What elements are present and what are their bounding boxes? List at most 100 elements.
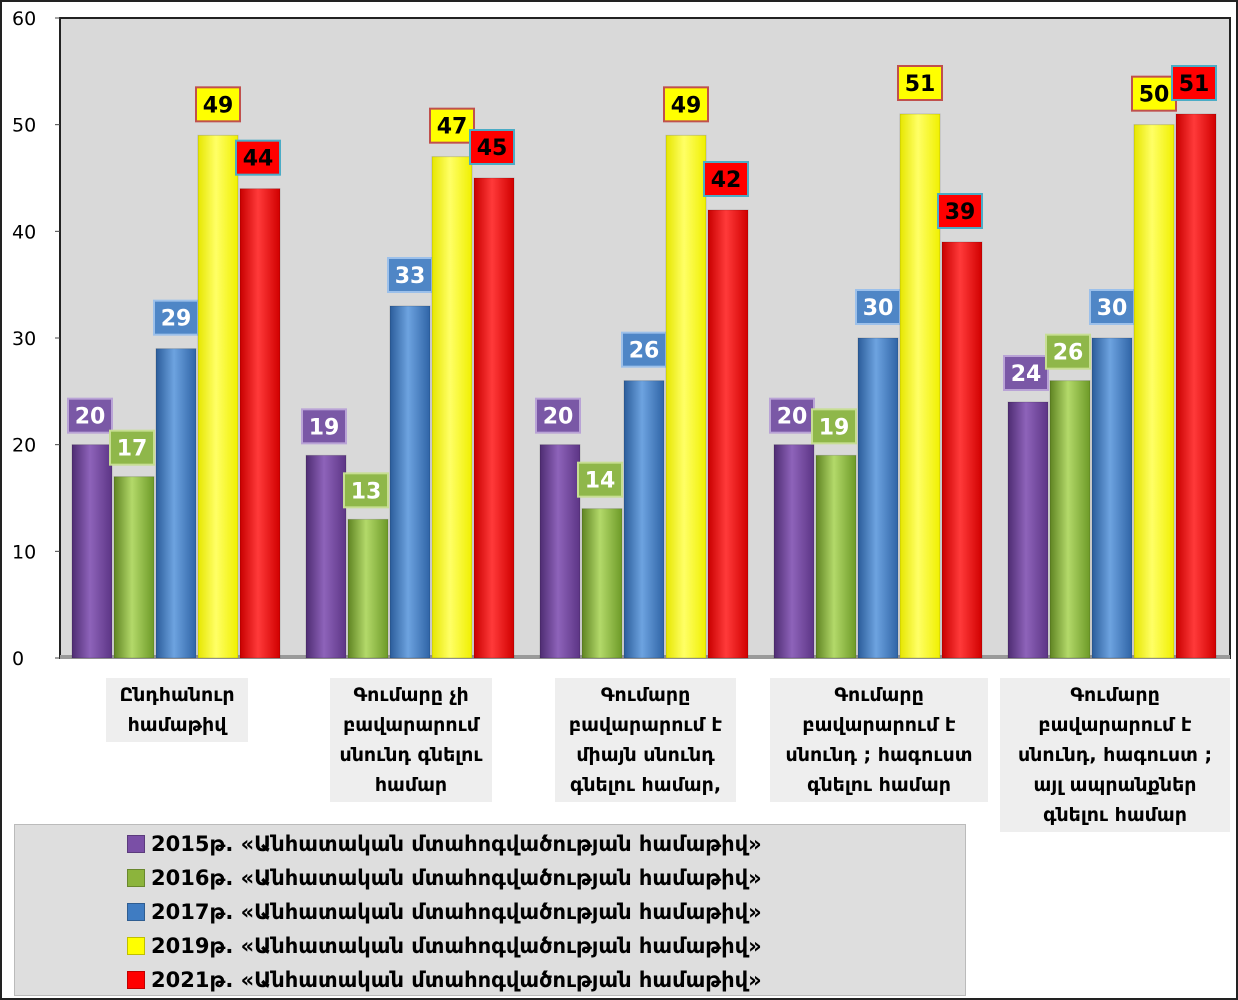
category-label: Գումարը չի բավարարում սնունդ գնելու համար [330,678,492,802]
category-label-line: գնելու համար, [569,774,722,796]
data-label: 24 [1011,362,1042,387]
bar [71,444,113,659]
data-label: 20 [777,405,808,430]
legend-swatch [127,869,145,887]
category-label-line: բավարարում է [568,714,723,736]
data-label-box [109,429,155,466]
data-label: 14 [585,469,616,494]
category-label-line: այլ ապրանքներ [1033,774,1197,796]
bar [539,444,581,659]
bar [155,348,197,659]
category-label: Ընդհանուր համաթիվ [106,678,248,742]
category-label: Գումարը բավարարում է միայն սնունդ գնելու հա… [555,678,736,802]
data-label-box [663,86,709,123]
category-label-line: համար [374,774,448,796]
category-label-line: գնելու համար [807,774,951,796]
data-label: 19 [309,415,340,440]
data-label-box [1003,355,1049,391]
bar [1091,337,1133,659]
legend-item: 2016թ. «Անհատական մտահոգվածության համաթի… [127,861,762,895]
data-label: 51 [1179,72,1210,97]
y-tick-label: 20 [12,435,36,457]
bar [347,518,389,659]
legend: 2015թ. «Անհատական մտահոգվածության համաթի… [14,824,966,996]
data-label: 20 [543,405,574,430]
data-label: 29 [161,307,192,332]
category-label-line: Գումարը [1070,684,1160,706]
legend-swatch [127,937,145,955]
data-label: 26 [1053,341,1084,366]
data-label-box [469,129,515,165]
legend-label: 2017թ. «Անհատական մտահոգվածության համաթի… [151,900,762,924]
y-tick-label: 10 [12,541,36,563]
legend-label: 2016թ. «Անհատական մտահոգվածության համաթի… [151,866,762,890]
data-label: 49 [671,93,702,118]
category-label-line: համաթիվ [127,714,227,736]
data-label: 44 [243,147,274,172]
y-tick-label: 50 [12,115,36,137]
data-label-box [67,397,113,434]
bar [1049,380,1091,659]
bar [197,134,239,659]
legend-swatch [127,903,145,921]
category-label-line: Գումարը [600,684,691,706]
legend-swatch [127,835,145,853]
data-label-box [769,397,815,434]
bar [707,209,749,659]
legend-item: 2017թ. «Անհատական մտահոգվածության համաթի… [127,895,762,929]
data-label-box [937,193,983,229]
data-label: 50 [1139,83,1170,108]
data-label-box [577,461,623,498]
category-label-line: սնունդ ; հագուստ [785,744,973,766]
category-label-line: Ընդհանուր [119,684,235,706]
bar [857,337,899,659]
data-label-box [855,289,901,325]
data-label: 17 [117,437,148,462]
y-tick-label: 30 [12,328,36,350]
category-label-line: սնունդ գնելու [339,744,483,766]
category-label: Գումարը բավարարում է սնունդ ; հագուստ գնելո… [770,678,988,802]
bar [665,134,707,659]
data-label: 30 [1097,296,1128,321]
data-label-box [1171,65,1217,101]
data-label-box [897,65,943,101]
data-label-box [703,161,749,197]
bar [1007,401,1049,659]
bar [473,177,515,659]
data-label-box [195,86,241,123]
bar [899,113,941,659]
data-label-box [343,472,389,509]
legend-label: 2021թ. «Անհատական մտահոգվածության համաթի… [151,968,762,992]
data-label-box [429,107,475,144]
data-label: 20 [75,405,106,430]
data-label-box [301,408,347,445]
data-label-box [235,139,281,176]
data-label: 33 [395,264,426,289]
category-label-line: գնելու համար [1043,804,1187,826]
data-label: 26 [629,339,660,364]
bar [389,305,431,659]
legend-item: 2015թ. «Անհատական մտահոգվածության համաթի… [127,827,762,861]
bar [623,380,665,659]
data-label: 42 [711,168,742,193]
y-tick-label: 40 [12,221,36,243]
data-label-box [811,408,857,445]
data-label: 39 [945,200,976,225]
legend-label: 2015թ. «Անհատական մտահոգվածության համաթի… [151,832,762,856]
bar [431,156,473,659]
legend-swatch [127,971,145,989]
data-label: 13 [351,479,382,504]
category-label-line: բավարարում է [802,714,956,736]
category-label-line: բավարարում [343,714,479,736]
data-label-box [1045,333,1091,370]
bar [1175,113,1217,659]
data-label: 19 [819,415,850,440]
bar [305,454,347,659]
data-label: 30 [863,296,894,321]
data-label-box [153,299,199,336]
legend-label: 2019թ. «Անհատական մտահոգվածության համաթի… [151,934,762,958]
bar [815,454,857,659]
data-label-box [387,257,433,293]
category-label-line: միայն սնունդ [576,744,715,766]
bar [773,444,815,659]
